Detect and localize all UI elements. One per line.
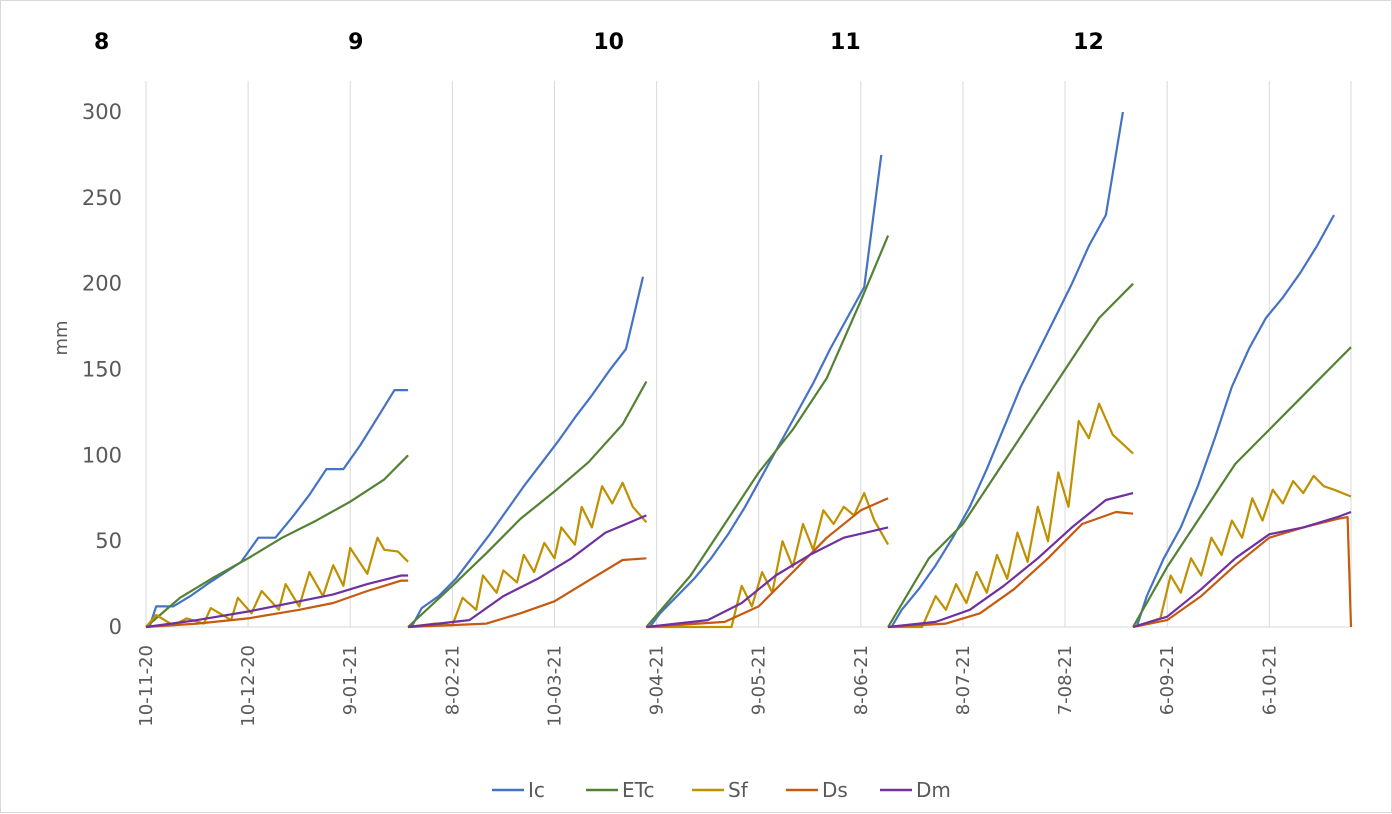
y-tick-label: 300 xyxy=(82,100,122,124)
y-tick-label: 50 xyxy=(95,529,122,553)
series-line-etc-season-12 xyxy=(1132,346,1352,628)
season-label: 12 xyxy=(1073,30,1104,55)
x-tick-label: 8-02-21 xyxy=(442,645,463,715)
season-label: 11 xyxy=(830,30,861,55)
series-line-ds-season-10 xyxy=(646,497,889,629)
y-tick-label: 100 xyxy=(82,443,122,467)
x-tick-label: 10-03-21 xyxy=(544,645,565,727)
y-axis: 0 50 100 150 200 250 300 xyxy=(82,100,122,639)
series-line-dm-season-10 xyxy=(646,526,889,629)
season-label-bg xyxy=(558,19,649,61)
legend-label-ic: Ic xyxy=(528,778,545,802)
season-label: 10 xyxy=(593,30,624,55)
x-tick-label: 9-01-21 xyxy=(340,645,361,715)
series-line-etc-season-8 xyxy=(145,454,409,628)
x-axis: 10-11-20 10-12-20 9-01-21 8-02-21 10-03-21 9-… xyxy=(136,626,1351,727)
x-tick-label: 10-11-20 xyxy=(136,645,157,727)
series-line-dm-season-11 xyxy=(887,492,1134,629)
series-line-ds-season-11 xyxy=(888,510,1134,629)
y-axis-label: mm xyxy=(51,320,72,355)
legend-label-dm: Dm xyxy=(916,778,951,802)
legend-label-sf: Sf xyxy=(728,778,749,802)
series-line-dm-season-12 xyxy=(1132,510,1352,629)
legend-label-ds: Ds xyxy=(822,778,848,802)
series-line-sf-season-9 xyxy=(407,481,648,629)
series-line-etc-season-11 xyxy=(887,282,1134,628)
season-label-bg xyxy=(795,19,886,61)
season-labels: 8 9 10 11 12 xyxy=(94,19,1129,61)
y-tick-label: 200 xyxy=(82,272,122,296)
y-tick-label: 150 xyxy=(82,358,122,382)
series-line-ic-season-9 xyxy=(410,276,645,628)
series-line-sf-season-10 xyxy=(646,492,890,629)
series-line-ds-season-9 xyxy=(408,557,647,629)
series-line-dm-season-8 xyxy=(145,574,409,629)
legend-label-etc: ETc xyxy=(622,778,654,802)
series-line-ic-season-10 xyxy=(648,154,883,628)
season-label-bg xyxy=(313,19,404,61)
x-tick-label: 8-07-21 xyxy=(953,645,974,715)
x-tick-label: 10-12-20 xyxy=(238,645,259,727)
series-line-ic-season-12 xyxy=(1135,214,1335,628)
series-line-sf-season-11 xyxy=(888,402,1134,629)
y-tick-label: 250 xyxy=(82,186,122,210)
series-line-ds-season-8 xyxy=(145,579,409,629)
season-label: 9 xyxy=(348,30,363,55)
season-label: 8 xyxy=(94,30,109,55)
gridlines xyxy=(145,81,1352,627)
series-line-ic-season-11 xyxy=(890,111,1124,628)
series-line-etc-season-9 xyxy=(407,380,648,628)
x-tick-label: 6-10-21 xyxy=(1259,645,1280,715)
x-tick-label: 9-05-21 xyxy=(749,645,770,715)
y-tick-label: 0 xyxy=(109,615,122,639)
series-line-dm-season-9 xyxy=(407,514,647,629)
series-line-ds-season-12 xyxy=(1132,515,1353,629)
x-tick-label: 7-08-21 xyxy=(1055,645,1076,715)
series-line-sf-season-12 xyxy=(1132,474,1352,629)
legend[interactable]: Ic ETc Sf Ds Dm xyxy=(492,778,951,802)
series-line-etc-season-10 xyxy=(645,235,890,628)
series-line-ic-season-8 xyxy=(148,389,409,628)
x-tick-label: 9-04-21 xyxy=(647,645,668,715)
season-label-bg xyxy=(1038,19,1129,61)
x-tick-label: 8-06-21 xyxy=(851,645,872,715)
x-tick-label: 6-09-21 xyxy=(1157,645,1178,715)
series-line-sf-season-8 xyxy=(145,536,409,628)
plot-lines xyxy=(145,111,1353,629)
